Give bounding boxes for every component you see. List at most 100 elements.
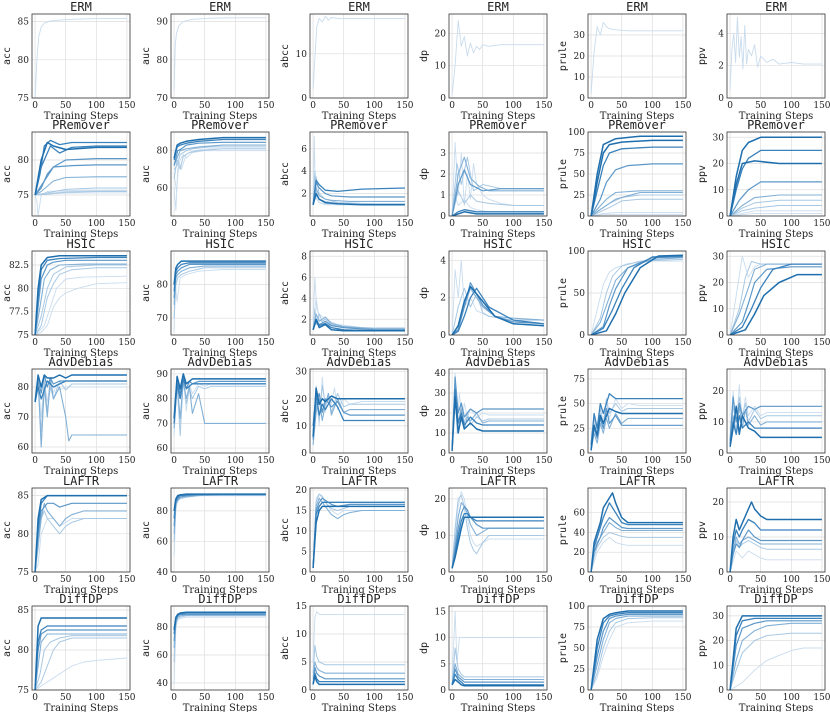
x-tick-label: 0 <box>310 575 316 585</box>
y-tick-label: 10 <box>435 531 447 541</box>
panel-title: HSIC <box>206 237 235 251</box>
panel-title: ERM <box>209 0 231 14</box>
x-axis-label: Training Steps <box>183 466 258 477</box>
plot-area <box>310 369 408 453</box>
panel-laftr-auc: 0 50 100 150 40 60 80 LAFTR Training Steps auc <box>141 474 275 596</box>
series-line <box>34 377 127 418</box>
panel-advdebias-abcc: 0 50 100 150 0 10 20 30 AdvDebias Training Steps a… <box>280 355 414 477</box>
plot-area <box>171 132 269 216</box>
x-tick-label: 150 <box>118 456 135 466</box>
panel-title: HSIC <box>484 237 513 251</box>
y-tick-label: 0 <box>440 331 446 341</box>
x-tick-label: 0 <box>449 456 455 466</box>
series-line <box>590 191 683 216</box>
panel-hsic-prule: 0 50 100 150 0 50 100 HSIC Training Steps prule <box>558 237 692 359</box>
y-tick-label: 4 <box>440 256 446 266</box>
x-tick-label: 50 <box>199 101 211 111</box>
plot-frame <box>587 605 687 691</box>
y-tick-label: 4 <box>301 294 307 304</box>
x-tick-label: 150 <box>257 338 274 348</box>
x-tick-label: 150 <box>396 575 413 585</box>
x-tick-label: 150 <box>813 456 830 466</box>
x-tick-label: 50 <box>755 693 767 703</box>
x-tick-label: 50 <box>60 101 72 111</box>
x-tick-label: 100 <box>644 101 661 111</box>
y-tick-label: 0 <box>718 212 724 222</box>
y-tick-label: 70 <box>157 314 169 324</box>
series-line <box>34 494 127 572</box>
x-axis-label: Training Steps <box>600 348 675 359</box>
x-axis-label: Training Steps <box>739 348 814 359</box>
panel-title: AdvDebias <box>465 355 530 369</box>
series-line <box>451 156 544 216</box>
x-tick-label: 50 <box>338 575 350 585</box>
panel-title: DiffDP <box>337 592 380 606</box>
y-tick-label: 80 <box>157 623 169 633</box>
x-tick-label: 0 <box>32 693 38 703</box>
series-line <box>34 374 127 403</box>
y-tick-label: 25 <box>574 191 586 201</box>
series-line <box>173 378 266 437</box>
x-tick-label: 50 <box>616 219 628 229</box>
y-tick-label: 8 <box>301 252 307 262</box>
series-line <box>451 668 544 685</box>
plot-area <box>449 488 547 572</box>
panel-hsic-auc: 0 50 100 150 70 80 HSIC Training Steps auc <box>141 237 275 359</box>
plot-area <box>32 14 130 98</box>
x-tick-label: 50 <box>60 338 72 348</box>
y-tick-label: 10 <box>296 422 308 432</box>
series-line <box>590 617 683 690</box>
y-tick-label: 82.5 <box>9 261 29 271</box>
y-tick-label: 20 <box>435 495 447 505</box>
y-axis-label: dp <box>419 50 430 62</box>
x-tick-label: 100 <box>505 219 522 229</box>
series-line <box>451 516 544 569</box>
series-line <box>451 491 544 569</box>
x-tick-label: 0 <box>171 101 177 111</box>
y-tick-label: 0 <box>718 331 724 341</box>
x-tick-label: 0 <box>310 101 316 111</box>
series-line <box>729 632 822 690</box>
series-line <box>35 187 127 196</box>
y-tick-label: 0 <box>579 331 585 341</box>
plot-area <box>727 14 825 98</box>
series-line <box>312 497 405 568</box>
plot-frame <box>726 250 826 336</box>
y-tick-label: 75 <box>574 149 586 159</box>
x-tick-label: 50 <box>60 575 72 585</box>
x-axis-label: Training Steps <box>322 348 397 359</box>
x-tick-label: 150 <box>674 219 691 229</box>
series-line <box>729 615 822 690</box>
panel-title: ERM <box>348 0 370 14</box>
series-line <box>729 550 822 572</box>
panel-title: LAFTR <box>202 474 239 488</box>
series-line <box>34 145 127 196</box>
x-axis-label: Training Steps <box>461 348 536 359</box>
x-tick-label: 150 <box>118 219 135 229</box>
plot-frame <box>31 605 131 691</box>
panel-title: HSIC <box>67 237 96 251</box>
panel-title: PRemover <box>191 118 249 132</box>
x-axis-label: Training Steps <box>461 703 536 712</box>
x-tick-label: 50 <box>477 693 489 703</box>
panel-title: LAFTR <box>341 474 378 488</box>
panel-premover-abcc: 0 50 100 150 2 4 6 PRemover Training Steps abcc <box>280 118 414 240</box>
panel-erm-ppv: 0 50 100 150 0 2 4 ERM Training Steps ppv <box>697 0 830 122</box>
plot-frame <box>309 368 409 454</box>
panel-diffdp-ppv: 0 50 100 150 0 10 20 30 DiffDP Training Steps ppv <box>697 592 830 712</box>
series-line <box>451 376 544 450</box>
series-line <box>34 657 127 690</box>
y-tick-label: 80 <box>157 56 169 66</box>
y-tick-label: 2 <box>440 170 446 180</box>
panel-title: AdvDebias <box>187 355 252 369</box>
x-axis-label: Training Steps <box>183 703 258 712</box>
series-line <box>312 392 405 440</box>
series-line <box>590 254 683 335</box>
panel-advdebias-auc: 0 50 100 150 60 70 80 90 AdvDebias Training Steps… <box>141 355 275 477</box>
panel-title: PRemover <box>330 118 388 132</box>
series-line <box>173 375 266 419</box>
plot-frame <box>726 13 826 99</box>
y-tick-label: 0 <box>440 212 446 222</box>
panel-premover-prule: 0 50 100 150 0 25 50 75 100 PRemover Training Step… <box>558 118 692 240</box>
panel-title: DiffDP <box>59 592 102 606</box>
